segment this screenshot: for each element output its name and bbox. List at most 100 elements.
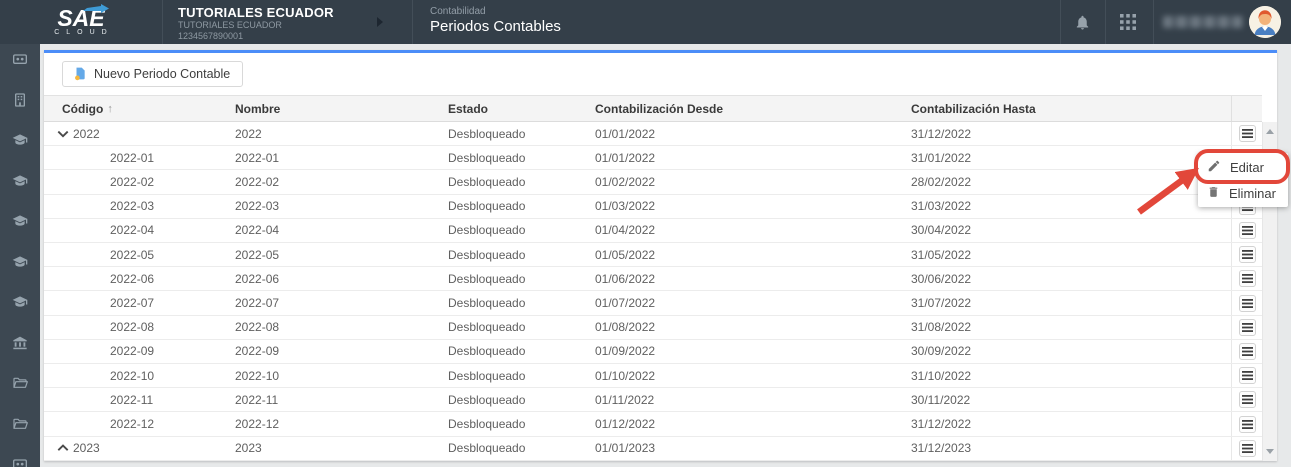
bell-icon bbox=[1076, 15, 1089, 30]
scroll-up-icon[interactable] bbox=[1266, 129, 1274, 134]
cell-nombre: 2022 bbox=[235, 126, 262, 141]
table-row[interactable]: 2022-04 2022-04 Desbloqueado 01/04/2022 … bbox=[44, 218, 1262, 244]
folder-open-icon[interactable] bbox=[12, 416, 29, 432]
row-actions-button[interactable] bbox=[1238, 342, 1256, 360]
hamburger-icon bbox=[1241, 443, 1253, 453]
table-row[interactable]: 2022-09 2022-09 Desbloqueado 01/09/2022 … bbox=[44, 339, 1262, 365]
row-actions-button[interactable] bbox=[1238, 270, 1256, 288]
company-name: TUTORIALES ECUADOR bbox=[178, 5, 334, 20]
column-header-nombre[interactable]: Nombre bbox=[235, 101, 281, 116]
table-row[interactable]: 2022-07 2022-07 Desbloqueado 01/07/2022 … bbox=[44, 291, 1262, 316]
table-row[interactable]: 2022 2022 Desbloqueado 01/01/2022 31/12/… bbox=[44, 122, 1262, 147]
column-header-codigo[interactable]: Código ↑ bbox=[44, 96, 217, 121]
row-actions-button[interactable] bbox=[1238, 125, 1256, 143]
hamburger-icon bbox=[1241, 346, 1253, 356]
company-block: TUTORIALES ECUADOR TUTORIALES ECUADOR 12… bbox=[178, 5, 334, 42]
cell-nombre: 2022-04 bbox=[235, 223, 280, 238]
graduation-cap-icon[interactable] bbox=[12, 173, 29, 189]
table-row[interactable]: 2022-02 2022-02 Desbloqueado 01/02/2022 … bbox=[44, 170, 1262, 195]
cell-nombre: 2022-01 bbox=[235, 150, 280, 165]
hamburger-icon bbox=[1241, 225, 1253, 235]
cell-nombre: 2022-09 bbox=[235, 344, 280, 359]
new-period-button[interactable]: Nuevo Periodo Contable bbox=[62, 60, 244, 87]
building-icon[interactable] bbox=[12, 92, 29, 108]
cell-actions bbox=[1231, 243, 1262, 267]
table-row[interactable]: 2022-01 2022-01 Desbloqueado 01/01/2022 … bbox=[44, 146, 1262, 171]
table-row[interactable]: 2022-12 2022-12 Desbloqueado 01/12/2022 … bbox=[44, 412, 1262, 437]
cell-desde: 01/01/2022 bbox=[595, 150, 656, 165]
table-row[interactable]: 2022-11 2022-11 Desbloqueado 01/11/2022 … bbox=[44, 388, 1262, 413]
cell-hasta: 31/03/2022 bbox=[911, 199, 972, 214]
cell-codigo: 2022-02 bbox=[110, 175, 155, 189]
company-alt-name: TUTORIALES ECUADOR bbox=[178, 20, 282, 30]
brand-logo[interactable]: SAE CLOUD bbox=[0, 0, 162, 44]
row-actions-button[interactable] bbox=[1238, 294, 1256, 312]
page-title: Periodos Contables bbox=[430, 18, 561, 35]
expand-collapse-chevron-down-icon[interactable] bbox=[57, 130, 69, 138]
cell-actions bbox=[1231, 412, 1262, 436]
logo-arrow-icon bbox=[82, 4, 109, 13]
table-row[interactable]: 2023 2023 Desbloqueado 01/01/2023 31/12/… bbox=[44, 436, 1262, 461]
row-actions-button[interactable] bbox=[1238, 439, 1256, 457]
column-header-hasta[interactable]: Contabilización Hasta bbox=[911, 101, 1036, 116]
row-actions-button[interactable] bbox=[1238, 246, 1256, 264]
cell-desde: 01/01/2022 bbox=[595, 126, 656, 141]
hamburger-icon bbox=[1241, 250, 1253, 260]
cell-codigo: 2022-12 bbox=[110, 417, 155, 432]
bank-icon[interactable] bbox=[12, 335, 29, 351]
cell-hasta: 31/12/2023 bbox=[911, 441, 972, 456]
notifications-button[interactable] bbox=[1060, 0, 1105, 44]
cell-estado: Desbloqueado bbox=[448, 199, 526, 214]
cell-estado: Desbloqueado bbox=[448, 320, 526, 335]
new-period-button-label: Nuevo Periodo Contable bbox=[94, 66, 231, 81]
apps-grid-button[interactable] bbox=[1105, 0, 1150, 44]
cell-estado: Desbloqueado bbox=[448, 392, 526, 407]
row-actions-button[interactable] bbox=[1238, 318, 1256, 336]
cards-icon[interactable] bbox=[12, 51, 29, 67]
table-row[interactable]: 2022-03 2022-03 Desbloqueado 01/03/2022 … bbox=[44, 194, 1262, 219]
cell-actions bbox=[1231, 388, 1262, 412]
table-row[interactable]: 2022-08 2022-08 Desbloqueado 01/08/2022 … bbox=[44, 315, 1262, 340]
cell-hasta: 30/11/2022 bbox=[911, 392, 971, 407]
cell-hasta: 31/07/2022 bbox=[911, 296, 972, 311]
cell-estado: Desbloqueado bbox=[448, 175, 526, 189]
company-tax-id: 1234567890001 bbox=[178, 31, 244, 41]
table-row[interactable]: 2022-05 2022-05 Desbloqueado 01/05/2022 … bbox=[44, 243, 1262, 268]
column-header-estado[interactable]: Estado bbox=[448, 101, 489, 116]
graduation-cap-icon[interactable] bbox=[12, 294, 29, 310]
graduation-cap-icon[interactable] bbox=[12, 213, 29, 229]
table-row[interactable]: 2022-10 2022-10 Desbloqueado 01/10/2022 … bbox=[44, 364, 1262, 389]
row-actions-button[interactable] bbox=[1238, 391, 1256, 409]
cell-actions bbox=[1231, 291, 1262, 315]
cell-codigo: 2022-10 bbox=[110, 368, 155, 383]
row-actions-button[interactable] bbox=[1238, 415, 1256, 433]
header-divider bbox=[1153, 0, 1154, 44]
row-actions-button[interactable] bbox=[1238, 221, 1256, 239]
cell-actions bbox=[1231, 436, 1262, 460]
folder-open-icon[interactable] bbox=[12, 375, 29, 391]
cell-actions bbox=[1231, 122, 1262, 146]
sidebar-expand-icon[interactable] bbox=[377, 17, 383, 27]
cell-codigo: 2022-06 bbox=[110, 271, 155, 286]
menu-item-eliminar[interactable]: Eliminar bbox=[1198, 180, 1288, 206]
table-row[interactable]: 2022-06 2022-06 Desbloqueado 01/06/2022 … bbox=[44, 267, 1262, 292]
cell-actions bbox=[1231, 364, 1262, 388]
column-header-desde[interactable]: Contabilización Desde bbox=[595, 101, 724, 116]
avatar[interactable] bbox=[1249, 6, 1281, 38]
expand-collapse-chevron-up-icon[interactable] bbox=[57, 444, 69, 452]
cell-desde: 01/01/2023 bbox=[595, 441, 656, 456]
top-header: SAE CLOUD TUTORIALES ECUADOR TUTORIALES … bbox=[0, 0, 1291, 44]
cell-codigo: 2022-01 bbox=[110, 150, 155, 165]
menu-item-editar[interactable]: Editar bbox=[1198, 154, 1288, 180]
graduation-cap-icon[interactable] bbox=[12, 254, 29, 270]
row-actions-button[interactable] bbox=[1238, 367, 1256, 385]
cell-estado: Desbloqueado bbox=[448, 344, 526, 359]
cell-desde: 01/10/2022 bbox=[595, 368, 656, 383]
cell-desde: 01/09/2022 bbox=[595, 344, 656, 359]
cards-icon[interactable] bbox=[12, 456, 29, 467]
graduation-cap-icon[interactable] bbox=[12, 132, 29, 148]
scroll-down-icon[interactable] bbox=[1266, 449, 1274, 454]
breadcrumb-section: Contabilidad bbox=[430, 6, 486, 17]
toolbar: Nuevo Periodo Contable bbox=[44, 53, 1277, 96]
cell-estado: Desbloqueado bbox=[448, 271, 526, 286]
